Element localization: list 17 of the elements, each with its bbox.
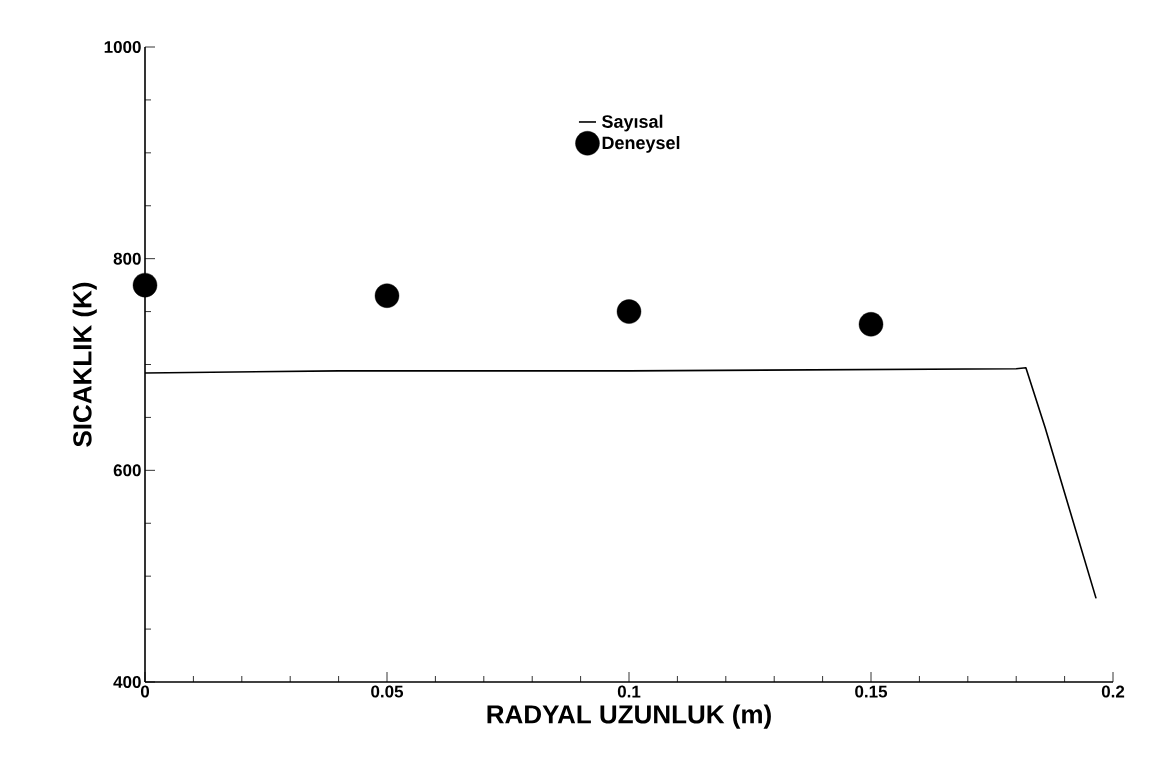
legend-label: Deneysel [602,135,680,153]
point [616,299,642,324]
y-tick-label: 1000 [104,40,141,54]
y-tick-label: 600 [113,464,141,477]
y-axis-title: SICAKLIK (K) [72,282,97,447]
point [132,272,158,298]
point [858,312,884,337]
x-tick-label: 0.05 [371,685,404,698]
y-tick-label: 400 [113,675,141,689]
point [374,283,400,308]
legend-label: Sayısal [602,114,663,132]
x-tick-label: 0 [140,685,150,698]
y-tick-label: 800 [113,252,141,265]
x-tick-label: 0.2 [1101,685,1125,698]
x-axis-title: RADYAL UZUNLUK (m) [487,704,771,729]
x-tick-label: 0.1 [617,685,641,698]
x-tick-label: 0.15 [855,685,888,698]
